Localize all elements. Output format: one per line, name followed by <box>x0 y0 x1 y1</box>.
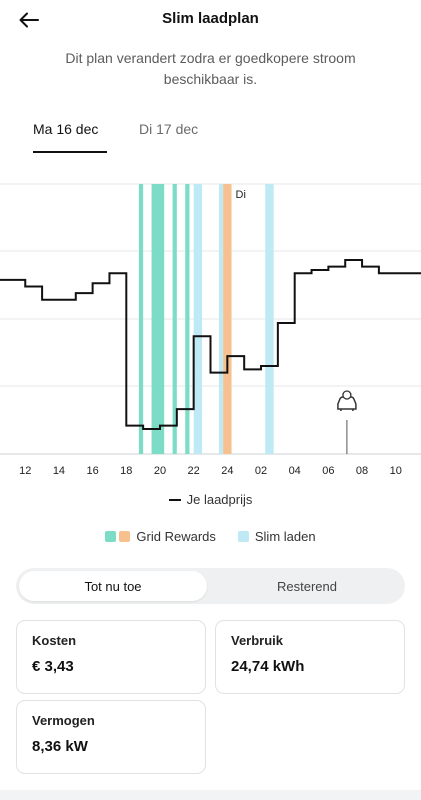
kosten-label: Kosten <box>32 633 77 648</box>
day-tabs: Ma 16 dec Di 17 dec <box>0 118 421 154</box>
charging-block-slim-laden <box>265 184 274 454</box>
x-tick-label: 18 <box>120 465 132 477</box>
arrow-left-icon <box>19 12 39 28</box>
charging-block-grid-rewards-night <box>223 184 232 454</box>
x-tick-label: 20 <box>154 465 166 477</box>
price-chart-svg: Di 12 14 16 18 20 22 24 02 04 06 08 10 <box>0 183 421 477</box>
vermogen-card: Vermogen 8,36 kW <box>16 700 206 774</box>
period-segmented-control: Tot nu toe Resterend <box>16 568 405 604</box>
x-tick-label: 10 <box>390 465 402 477</box>
charging-block-grid-rewards <box>138 184 144 454</box>
active-tab-indicator <box>33 151 107 153</box>
x-tick-label: 22 <box>188 465 200 477</box>
vermogen-label: Vermogen <box>32 713 95 728</box>
x-tick-label: 14 <box>53 465 65 477</box>
price-chart: Di 12 14 16 18 20 22 24 02 04 06 08 10 <box>0 182 421 482</box>
verbruik-label: Verbruik <box>231 633 284 648</box>
verbruik-value: 24,74 kWh <box>231 658 305 675</box>
x-tick-label: 04 <box>289 465 301 477</box>
car-clock-icon <box>337 390 357 411</box>
kosten-value: € 3,43 <box>32 658 74 675</box>
price-line-swatch <box>168 498 181 501</box>
segment-tot-nu-toe[interactable]: Tot nu toe <box>19 571 207 601</box>
vermogen-value: 8,36 kW <box>32 738 88 755</box>
verbruik-card: Verbruik 24,74 kWh <box>215 620 405 694</box>
slim-laden-label: Slim laden <box>254 529 316 544</box>
charging-block-slim-laden <box>193 184 203 454</box>
slim-laden-swatch <box>237 531 249 542</box>
page-title: Slim laadplan <box>162 10 259 27</box>
x-tick-label: 02 <box>255 465 267 477</box>
charging-block-grid-rewards <box>172 184 177 454</box>
charging-block-slim-laden <box>218 184 224 454</box>
grid-rewards-swatch <box>105 531 117 542</box>
header: Slim laadplan <box>0 0 421 40</box>
back-button[interactable] <box>14 6 44 34</box>
chart-legend-line: Je laadprijs <box>0 492 421 507</box>
tab-di-17-dec[interactable]: Di 17 dec <box>139 121 199 137</box>
x-tick-label: 08 <box>356 465 368 477</box>
day-marker-label: Di <box>236 189 246 201</box>
grid-rewards-label: Grid Rewards <box>136 529 216 544</box>
grid-rewards-night-swatch <box>119 531 131 542</box>
tab-ma-16-dec[interactable]: Ma 16 dec <box>33 121 99 137</box>
chart-legend-colors: Grid Rewards Slim laden <box>0 529 421 544</box>
x-tick-label: 12 <box>19 465 31 477</box>
x-tick-label: 16 <box>86 465 98 477</box>
clock-icon <box>342 390 352 400</box>
charging-block-grid-rewards <box>151 184 165 454</box>
page-subtitle: Dit plan verandert zodra er goedkopere s… <box>65 50 356 87</box>
segment-resterend[interactable]: Resterend <box>277 578 337 594</box>
kosten-card: Kosten € 3,43 <box>16 620 206 694</box>
price-line-label: Je laadprijs <box>186 492 253 507</box>
bottom-bar <box>0 790 421 800</box>
x-tick-label: 06 <box>322 465 334 477</box>
x-tick-label: 24 <box>221 465 233 477</box>
charging-block-grid-rewards <box>185 184 190 454</box>
price-line <box>0 259 421 430</box>
